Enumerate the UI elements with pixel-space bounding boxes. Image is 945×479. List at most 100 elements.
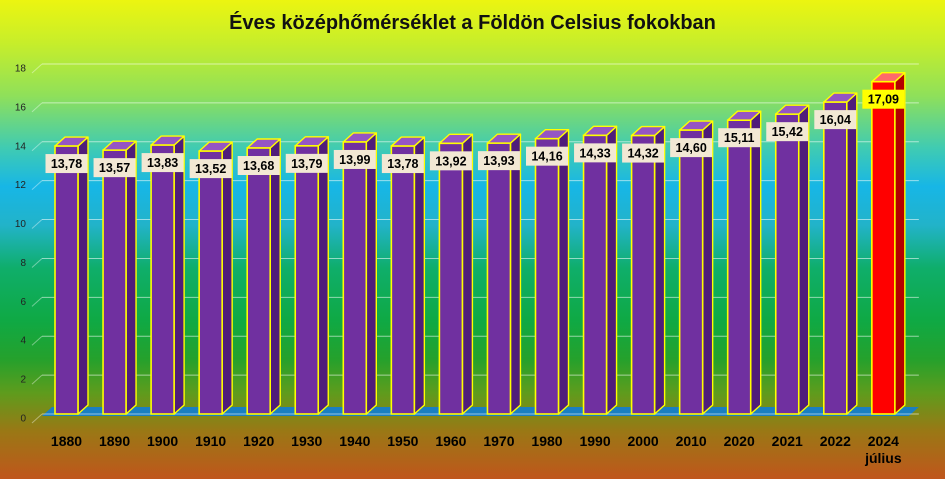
data-label-box: [766, 122, 809, 142]
data-label-box: [237, 156, 280, 175]
data-label-box: [189, 159, 232, 179]
bar-side: [173, 135, 185, 415]
data-label-box: [718, 128, 761, 148]
bar-side: [750, 110, 762, 415]
x-tick-label: 2020: [724, 433, 755, 449]
x-tick-label: 2000: [628, 433, 659, 449]
x-tick-label: 2021: [772, 433, 803, 449]
y-tick-label: 8: [20, 258, 26, 269]
bar-side: [509, 133, 522, 415]
y-tick-label: 16: [15, 102, 27, 113]
x-tick-label: 1880: [51, 433, 82, 449]
data-label: 13,93: [483, 154, 514, 168]
bar-side: [77, 136, 89, 415]
gridline-depth: [31, 296, 43, 307]
bar: [582, 134, 608, 415]
bar: [150, 144, 175, 415]
gridline-depth: [31, 63, 43, 74]
data-label: 13,52: [195, 162, 226, 176]
bar-side: [365, 132, 377, 415]
gridline-depth: [31, 102, 43, 113]
data-label-box: [429, 151, 472, 171]
x-tick-label: 2024: [868, 433, 899, 449]
x-tick-label: 2010: [676, 433, 707, 449]
data-label-box: [574, 143, 617, 163]
x-tick-label: 1990: [579, 433, 610, 449]
gridline-depth: [31, 258, 43, 268]
x-tick-label: 1930: [291, 433, 322, 449]
bar: [534, 137, 560, 415]
data-label: 13,92: [435, 154, 466, 168]
bar: [390, 145, 416, 415]
x-tick-label: 1890: [99, 433, 130, 449]
y-tick-label: 10: [15, 219, 27, 230]
x-tick-label: 1920: [243, 433, 274, 449]
data-label: 17,09: [868, 93, 899, 107]
chart-title: Éves középhőmérséklet a Földön Celsius f…: [229, 12, 716, 34]
data-label: 14,32: [627, 147, 658, 161]
bar: [726, 119, 752, 415]
bar-side: [413, 136, 426, 415]
bar-side: [846, 92, 858, 415]
data-label: 13,78: [51, 157, 82, 171]
data-label-box: [381, 154, 424, 174]
x-tick-label: 1980: [531, 433, 562, 449]
data-label: 16,04: [820, 113, 851, 127]
bar: [486, 142, 512, 415]
y-tick-label: 6: [20, 297, 26, 308]
x-tick-label: 1950: [387, 433, 418, 449]
x-tick-label: 1910: [195, 433, 226, 449]
bar-side: [701, 120, 714, 415]
y-tick-label: 0: [20, 414, 26, 425]
data-label-box: [45, 154, 88, 174]
data-label: 14,16: [531, 150, 562, 164]
y-tick-label: 18: [15, 64, 27, 75]
x-tick-label: 2022: [820, 433, 851, 449]
bar-side: [798, 104, 810, 415]
bar-side: [605, 125, 618, 415]
gridline-depth: [31, 413, 43, 424]
data-label: 13,68: [243, 159, 274, 173]
data-label: 13,78: [387, 157, 418, 171]
bar: [294, 145, 320, 415]
bar-side: [317, 136, 329, 415]
x-tick-label: 1970: [483, 433, 514, 449]
data-label: 14,33: [579, 146, 610, 160]
data-label-box: [285, 153, 328, 173]
data-label-box: [862, 89, 905, 109]
data-label-box: [622, 143, 665, 163]
bar: [822, 101, 848, 415]
bar-side: [894, 71, 906, 415]
data-label-box: [814, 110, 857, 130]
bar: [102, 149, 127, 415]
bar: [438, 142, 464, 415]
bar-side: [125, 140, 137, 415]
bar-side: [653, 125, 666, 415]
bar: [54, 145, 79, 415]
bar-highlight: [871, 80, 896, 415]
gridline-depth: [31, 141, 43, 152]
data-label: 13,83: [147, 156, 178, 170]
gridline-depth: [31, 374, 43, 385]
bar: [342, 141, 368, 415]
gridline-depth: [31, 180, 43, 191]
data-label: 13,79: [291, 157, 322, 171]
data-label: 14,60: [676, 141, 707, 155]
bar: [246, 147, 271, 415]
data-label: 15,42: [772, 125, 803, 139]
bar: [630, 134, 656, 415]
bar: [774, 113, 800, 415]
data-label-box: [93, 158, 136, 178]
data-label-box: [670, 138, 713, 158]
x-tick-label: július: [864, 450, 902, 466]
gridline-depth: [31, 219, 43, 229]
y-tick-label: 4: [20, 336, 26, 347]
x-tick-label: 1900: [147, 433, 178, 449]
bar-side: [269, 138, 281, 415]
y-tick-label: 14: [15, 141, 27, 152]
data-label-box: [477, 151, 520, 171]
data-label-box: [333, 149, 376, 169]
x-tick-label: 1940: [339, 433, 370, 449]
